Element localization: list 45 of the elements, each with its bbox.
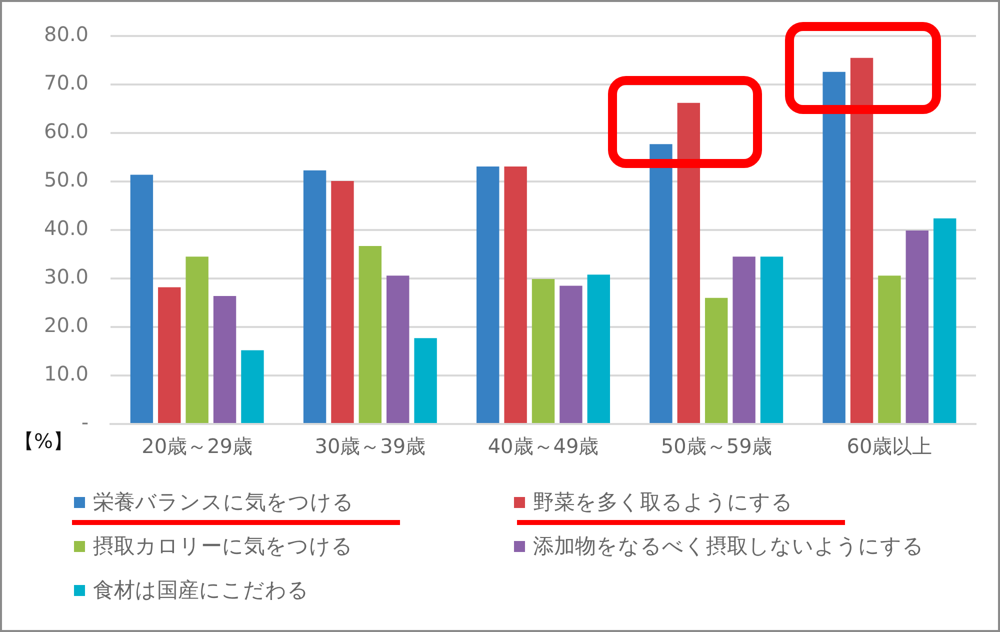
bar: [386, 276, 410, 423]
legend-label: 野菜を多く取るようにする: [533, 489, 793, 516]
bar: [414, 338, 437, 423]
bar: [650, 144, 672, 423]
bar: [732, 256, 756, 423]
bar: [303, 170, 326, 423]
bar: [213, 296, 236, 423]
bar: [677, 102, 700, 423]
y-tick-label: 60.0: [44, 119, 89, 144]
bar: [760, 256, 784, 423]
bar: [130, 174, 154, 423]
bar: [850, 58, 874, 423]
y-tick-label: 70.0: [44, 70, 89, 95]
bar: [241, 350, 264, 423]
y-tick-label: 80.0: [44, 22, 89, 46]
x-tick-label: 40歳～49歳: [488, 434, 599, 458]
bar: [906, 230, 929, 423]
bar: [504, 166, 527, 423]
y-tick-label: 40.0: [44, 216, 89, 240]
y-tick-label: 20.0: [44, 313, 89, 338]
bar: [705, 298, 728, 423]
x-tick-label: 20歳～29歳: [142, 434, 253, 458]
legend-label: 添加物をなるべく摂取しないようにする: [533, 533, 924, 560]
legend-label: 栄養バランスに気をつける: [93, 489, 354, 516]
bar: [822, 72, 846, 423]
x-tick-label: 50歳～59歳: [660, 434, 772, 458]
bar: [560, 286, 582, 423]
legend-label: 摂取カロリーに気をつける: [93, 533, 353, 560]
bar: [933, 218, 956, 423]
y-tick-label: 30.0: [44, 264, 89, 289]
legend-label: 食材は国産にこだわる: [93, 577, 309, 604]
bar: [158, 287, 181, 423]
bar: [331, 181, 354, 423]
x-tick-label: 60歳以上: [846, 434, 932, 458]
bar: [358, 246, 382, 423]
y-tick-label: -: [81, 410, 89, 434]
y-tick-label: 50.0: [44, 168, 89, 192]
bar: [878, 276, 901, 423]
bar: [532, 278, 555, 423]
y-tick-label: 10.0: [44, 362, 89, 386]
bar: [476, 166, 500, 423]
y-axis-title: 【%】: [14, 428, 74, 455]
x-tick-label: 30歳～39歳: [314, 434, 426, 458]
bar: [186, 256, 208, 423]
bar: [587, 274, 610, 423]
